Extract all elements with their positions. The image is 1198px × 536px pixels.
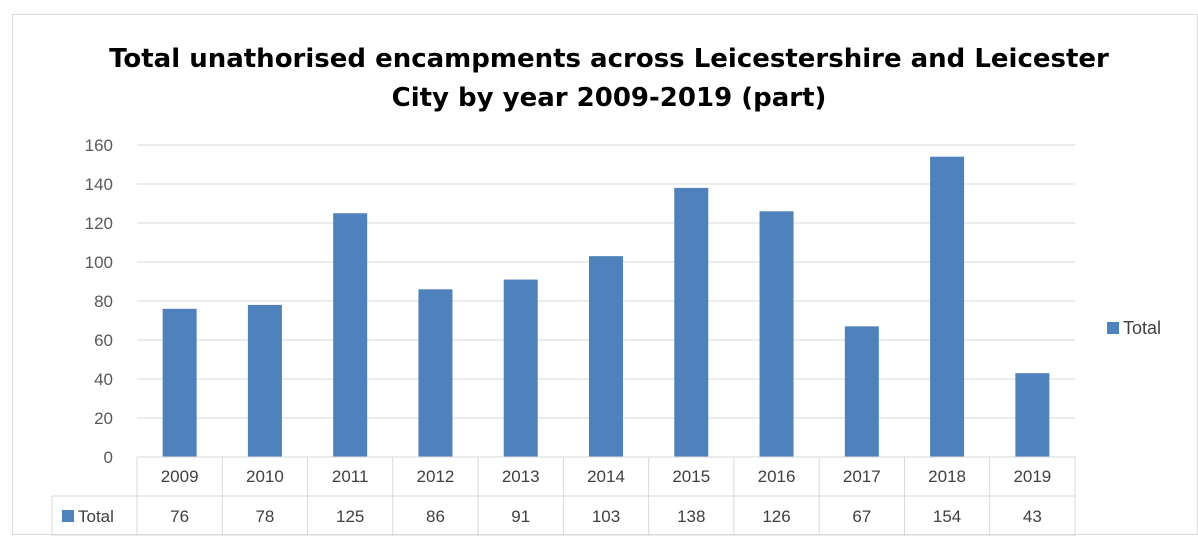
x-tick-label: 2018 <box>928 467 966 486</box>
data-table: 2009 76 2010 78 2011 125 2012 86 2013 91 2014 103 20… <box>51 456 1076 536</box>
y-axis-tick-labels: 0 20 40 60 80 100 120 140 160 <box>85 136 113 467</box>
y-tick-label: 40 <box>94 370 113 389</box>
bar <box>333 213 368 457</box>
legend-swatch-total <box>1107 322 1119 334</box>
table-value: 78 <box>255 507 274 526</box>
table-value: 76 <box>170 507 189 526</box>
legend: Total <box>1107 318 1161 338</box>
table-value: 154 <box>933 507 961 526</box>
bar <box>247 304 282 457</box>
x-tick-label: 2015 <box>672 467 710 486</box>
y-tick-label: 120 <box>85 214 113 233</box>
table-value: 103 <box>592 507 620 526</box>
y-tick-label: 160 <box>85 136 113 155</box>
table-value: 86 <box>426 507 445 526</box>
x-tick-label: 2009 <box>161 467 199 486</box>
chart-title-line-1: Total unathorised encampments across Lei… <box>109 44 1109 74</box>
table-row-header: Total <box>78 507 114 526</box>
chart-title-line-2: City by year 2009-2019 (part) <box>392 83 827 113</box>
bar <box>844 326 879 457</box>
table-legend-swatch <box>62 510 74 522</box>
table-value: 43 <box>1023 507 1042 526</box>
table-value: 91 <box>511 507 530 526</box>
x-tick-label: 2016 <box>758 467 796 486</box>
x-tick-label: 2011 <box>332 467 369 486</box>
bar <box>930 156 965 457</box>
x-tick-label: 2013 <box>502 467 540 486</box>
bar <box>162 308 197 457</box>
x-tick-label: 2019 <box>1013 467 1051 486</box>
table-value: 138 <box>677 507 705 526</box>
bar <box>674 187 709 457</box>
y-tick-label: 100 <box>85 253 113 272</box>
table-value: 126 <box>762 507 790 526</box>
y-tick-label: 60 <box>94 331 113 350</box>
table-value: 125 <box>336 507 364 526</box>
bar <box>589 256 623 457</box>
bar <box>418 289 453 457</box>
chart-title: Total unathorised encampments across Lei… <box>109 44 1109 113</box>
x-tick-label: 2014 <box>587 467 625 486</box>
y-tick-label: 140 <box>85 175 113 194</box>
bar <box>759 211 794 457</box>
y-tick-label: 80 <box>94 292 113 311</box>
y-tick-label: 0 <box>104 448 113 467</box>
table-value: 67 <box>852 507 871 526</box>
x-tick-label: 2012 <box>417 467 455 486</box>
legend-label-total: Total <box>1123 318 1161 338</box>
bar <box>503 279 538 457</box>
bar-series-total <box>162 156 1050 457</box>
x-tick-label: 2017 <box>843 467 881 486</box>
x-tick-label: 2010 <box>246 467 284 486</box>
y-tick-label: 20 <box>94 409 113 428</box>
bar <box>1015 373 1050 457</box>
